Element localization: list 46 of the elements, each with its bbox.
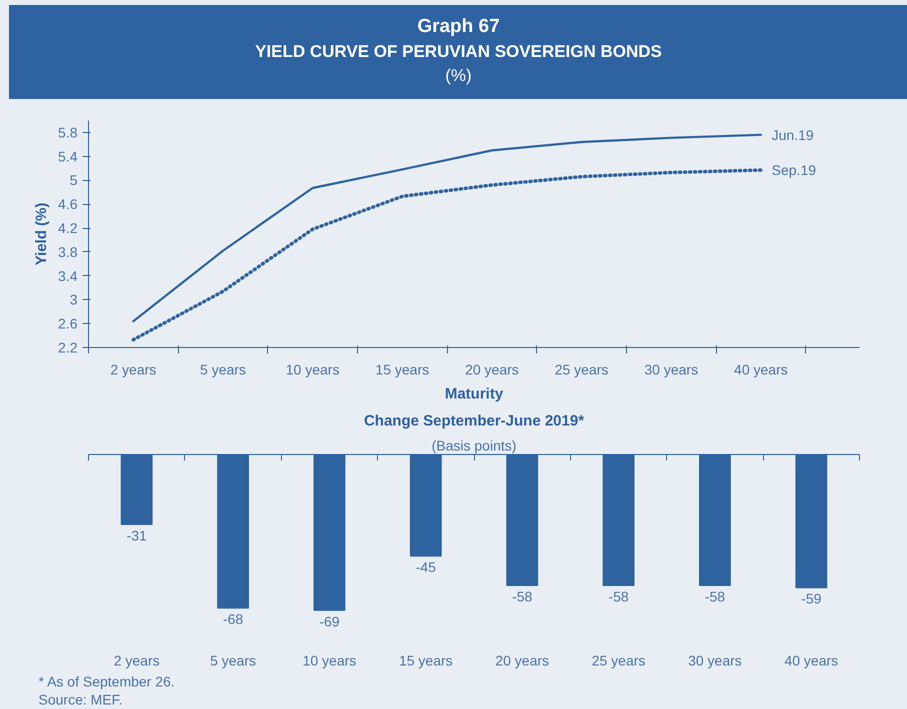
y-tick-label: 4.6 [58, 196, 78, 212]
x-tick-label: 15 years [398, 652, 453, 668]
x-tick-label: 30 years [644, 362, 698, 378]
data-label: -59 [801, 590, 822, 607]
x-tick-label: 2 years [114, 652, 160, 668]
data-label: -68 [222, 611, 244, 628]
x-tick-label: 30 years [688, 652, 742, 668]
chart-subtitle: (Basis points) [432, 438, 516, 454]
source-note: Source: MEF. [38, 692, 123, 708]
text: * As of September 26. [38, 674, 175, 690]
chart-title: Change September-June 2019* [364, 412, 584, 430]
data-label: -58 [512, 588, 533, 604]
chart-subtitle: YIELD CURVE OF PERUVIAN SOVEREIGN BONDS (%) [254, 41, 663, 88]
y-tick-label: 2.2 [58, 340, 78, 356]
data-label: -69 [319, 613, 340, 630]
y-tick-label: 3 [70, 292, 78, 308]
y-axis-title: Yield (%) [33, 202, 50, 266]
y-tick-label: 5.4 [58, 148, 78, 164]
data-label: -58 [704, 588, 726, 604]
x-tick-label: 10 years [286, 362, 340, 378]
x-tick-label: 20 years [495, 652, 550, 668]
y-tick-label: 2.6 [58, 316, 78, 332]
chart-title: Graph 67 [416, 15, 501, 39]
y-tick-label: 5 [70, 172, 78, 188]
x-tick-label: 2 years [110, 362, 156, 378]
series-label: Sep.19 [772, 162, 816, 178]
x-tick-label: 15 years [375, 362, 430, 378]
x-tick-label: 25 years [554, 362, 608, 378]
line-series [132, 168, 763, 342]
x-tick-label: 5 years [200, 362, 246, 378]
data-label: -45 [416, 559, 436, 576]
data-label: -31 [126, 528, 148, 544]
y-tick-label: 3.8 [58, 244, 78, 260]
x-axis-title: Maturity [444, 386, 504, 402]
line-series [132, 134, 762, 322]
y-tick-label: 5.8 [58, 124, 78, 140]
x-tick-label: 20 years [465, 362, 519, 378]
x-tick-label: 40 years [784, 652, 838, 668]
data-label: -58 [608, 588, 629, 604]
y-tick-label: 4.2 [58, 220, 78, 236]
y-tick-label: 3.4 [58, 268, 78, 284]
x-tick-label: 10 years [302, 652, 356, 668]
x-tick-label: 5 years [210, 652, 256, 668]
x-tick-label: 40 years [734, 362, 788, 378]
x-tick-label: 25 years [592, 652, 646, 668]
series-label: Jun.19 [772, 126, 814, 143]
